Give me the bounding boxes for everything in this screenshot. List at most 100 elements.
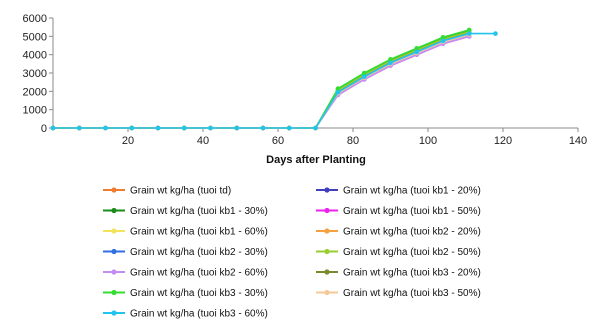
series-group — [50, 31, 472, 131]
x-tick-label: 60 — [272, 135, 284, 147]
x-axis-label: Days after Planting — [266, 154, 366, 166]
series-line — [53, 32, 470, 129]
series-line — [53, 30, 470, 129]
legend-label: Grain wt kg/ha (tuoi kb1 - 50%) — [343, 206, 481, 217]
legend-label: Grain wt kg/ha (tuoi kb2 - 30%) — [130, 247, 268, 258]
legend-label: Grain wt kg/ha (tuoi kb1 - 60%) — [130, 227, 268, 238]
data-point — [493, 31, 498, 36]
legend-point-marker — [111, 228, 117, 234]
data-point — [361, 74, 367, 79]
data-point — [313, 125, 318, 131]
y-tick-label: 6000 — [23, 13, 47, 25]
series-line — [53, 32, 470, 129]
data-point — [361, 70, 367, 76]
legend-label: Grain wt kg/ha (tuoi kb2 - 20%) — [343, 227, 481, 238]
data-point — [76, 125, 82, 131]
legend-point-marker — [324, 269, 330, 275]
x-tick-label: 40 — [197, 135, 209, 147]
series-line — [53, 31, 470, 129]
axes: 0 1000 2000 3000 4000 5000 6000 20 40 60 80 100 120 1… — [23, 13, 588, 147]
series-group — [50, 29, 472, 131]
series-line — [53, 32, 496, 129]
legend-point-marker — [324, 248, 330, 255]
data-point — [50, 125, 56, 131]
legend-item: Grain wt kg/ha (tuoi kb3 - 60%) — [103, 309, 268, 320]
legend-point-marker — [111, 310, 117, 316]
y-tick-label: 2000 — [23, 86, 47, 98]
data-point — [414, 45, 420, 51]
data-point — [388, 56, 393, 62]
legend-label: Grain wt kg/ha (tuoi kb2 - 50%) — [343, 247, 481, 258]
data-point — [335, 89, 341, 95]
legend-point-marker — [111, 248, 117, 255]
y-tick-label: 0 — [41, 123, 47, 135]
x-tick-label: 140 — [569, 135, 587, 147]
legend-point-marker — [111, 269, 117, 275]
y-tick-label: 1000 — [23, 105, 47, 117]
series-group — [50, 28, 472, 131]
legend-item: Grain wt kg/ha (tuoi kb3 - 50%) — [316, 288, 481, 299]
series-group — [50, 32, 472, 131]
legend-label: Grain wt kg/ha (tuoi kb1 - 30%) — [130, 206, 268, 217]
legend-item: Grain wt kg/ha (tuoi kb2 - 60%) — [103, 268, 268, 279]
legend-item: Grain wt kg/ha (tuoi kb1 - 60%) — [103, 227, 268, 238]
legend-point-marker — [324, 289, 330, 296]
data-point — [181, 125, 187, 131]
series-line — [53, 33, 470, 129]
series-line — [53, 35, 470, 129]
series-group — [50, 34, 472, 131]
legend-label: Grain wt kg/ha (tuoi td) — [130, 186, 231, 197]
legend-label: Grain wt kg/ha (tuoi kb3 - 30%) — [130, 288, 268, 299]
legend-item: Grain wt kg/ha (tuoi kb1 - 30%) — [103, 206, 268, 217]
x-tick-label: 80 — [347, 135, 359, 147]
x-tick-label: 100 — [419, 135, 437, 147]
legend-item: Grain wt kg/ha (tuoi kb1 - 20%) — [316, 186, 481, 197]
legend: Grain wt kg/ha (tuoi td) Grain wt kg/ha (… — [103, 186, 481, 320]
legend-point-marker — [111, 289, 117, 296]
data-point — [388, 60, 393, 66]
series-group — [50, 34, 472, 131]
legend-item: Grain wt kg/ha (tuoi td) — [103, 186, 231, 197]
legend-point-marker — [324, 187, 330, 193]
legend-point-marker — [324, 207, 330, 214]
data-point — [414, 49, 420, 55]
data-point — [466, 27, 472, 33]
data-point — [129, 125, 135, 131]
series-group — [50, 31, 498, 131]
series-line — [53, 33, 470, 129]
data-point — [335, 86, 341, 91]
legend-item: Grain wt kg/ha (tuoi kb1 - 50%) — [316, 206, 481, 217]
series-line — [53, 31, 470, 129]
x-tick-label: 20 — [122, 135, 134, 147]
y-tick-label: 4000 — [23, 50, 47, 62]
data-point — [155, 125, 161, 131]
legend-label: Grain wt kg/ha (tuoi kb3 - 20%) — [343, 268, 481, 279]
legend-point-marker — [111, 207, 117, 214]
series-line — [53, 35, 470, 129]
legend-item: Grain wt kg/ha (tuoi kb2 - 50%) — [316, 247, 481, 258]
legend-point-marker — [324, 228, 330, 234]
legend-label: Grain wt kg/ha (tuoi kb3 - 60%) — [130, 309, 268, 320]
data-point — [440, 38, 446, 44]
series-group — [50, 31, 472, 131]
data-point — [234, 125, 240, 131]
y-tick-label: 3000 — [23, 68, 47, 80]
legend-item: Grain wt kg/ha (tuoi kb3 - 30%) — [103, 288, 268, 299]
data-point — [466, 31, 472, 36]
series-group — [50, 30, 472, 131]
data-point — [103, 125, 108, 131]
data-point — [260, 125, 266, 131]
data-point — [208, 125, 213, 131]
series-line — [53, 29, 470, 129]
y-tick-label: 5000 — [23, 31, 47, 43]
series-group — [50, 27, 472, 131]
series-group — [50, 31, 472, 131]
legend-label: Grain wt kg/ha (tuoi kb2 - 60%) — [130, 268, 268, 279]
legend-item: Grain wt kg/ha (tuoi kb2 - 20%) — [316, 227, 481, 238]
legend-point-marker — [111, 187, 117, 193]
series-group — [50, 30, 472, 131]
data-point — [286, 125, 292, 131]
legend-item: Grain wt kg/ha (tuoi kb3 - 20%) — [316, 268, 481, 279]
